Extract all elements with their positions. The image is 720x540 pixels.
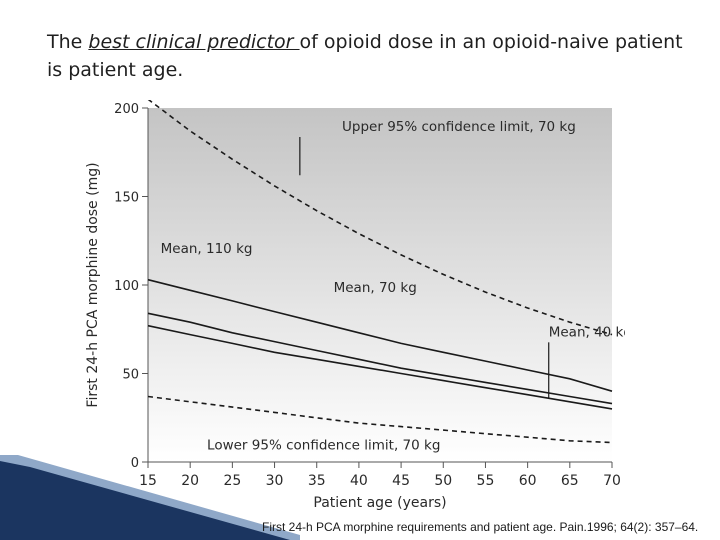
series-line-4 [147,324,613,410]
x-axis-label: Patient age (years) [313,495,446,511]
line-chart: 0 50 100 150 200 15 20 25 30 35 40 45 50 55 60 65 70 Pati… [85,100,625,511]
series-line-3 [147,312,613,405]
y-tick-label: 150 [114,191,139,206]
title-suffix: of opioid dose in an opioid-naive patien… [47,31,683,81]
title-emphasis: best clinical predictor [88,31,300,53]
x-tick-label: 45 [392,473,410,489]
annotation-label-4: Mean, 40 kg [549,324,625,340]
series-line-2 [147,278,613,392]
x-tick-label: 55 [477,473,495,489]
x-tick-label: 40 [350,473,368,489]
series-line-5 [147,395,613,444]
plot-background [148,108,612,462]
x-tick-label: 20 [181,473,199,489]
x-tick-label: 35 [308,473,326,489]
annotation-label-1: Upper 95% confidence limit, 70 kg [342,119,576,135]
x-tick-label: 15 [139,473,157,489]
series-line-1 [147,100,613,336]
title-prefix: The [47,31,89,53]
slide-title: The best clinical predictor of opioid do… [47,28,687,84]
x-tick-label: 25 [223,473,241,489]
annotation-label-3: Mean, 70 kg [334,280,417,296]
x-tick-label: 60 [519,473,537,489]
y-tick-label: 200 [114,102,139,117]
citation: First 24-h PCA morphine requirements and… [262,520,699,534]
decoration-band-dark [0,461,290,540]
y-axis-label: First 24-h PCA morphine dose (mg) [85,162,101,407]
corner-decoration [0,455,300,540]
y-tick-label: 50 [122,368,139,383]
x-tick-label: 50 [434,473,452,489]
x-tick-label: 30 [266,473,284,489]
chart-panel: 0 50 100 150 200 15 20 25 30 35 40 45 50 55 60 65 70 Pati… [80,100,625,512]
y-tick-label: 100 [114,279,139,294]
x-tick-label: 70 [603,473,621,489]
annotation-label-2: Mean, 110 kg [161,241,253,257]
x-tick-label: 65 [561,473,579,489]
annotation-label-5: Lower 95% confidence limit, 70 kg [207,438,440,454]
y-tick-label: 0 [131,456,139,471]
